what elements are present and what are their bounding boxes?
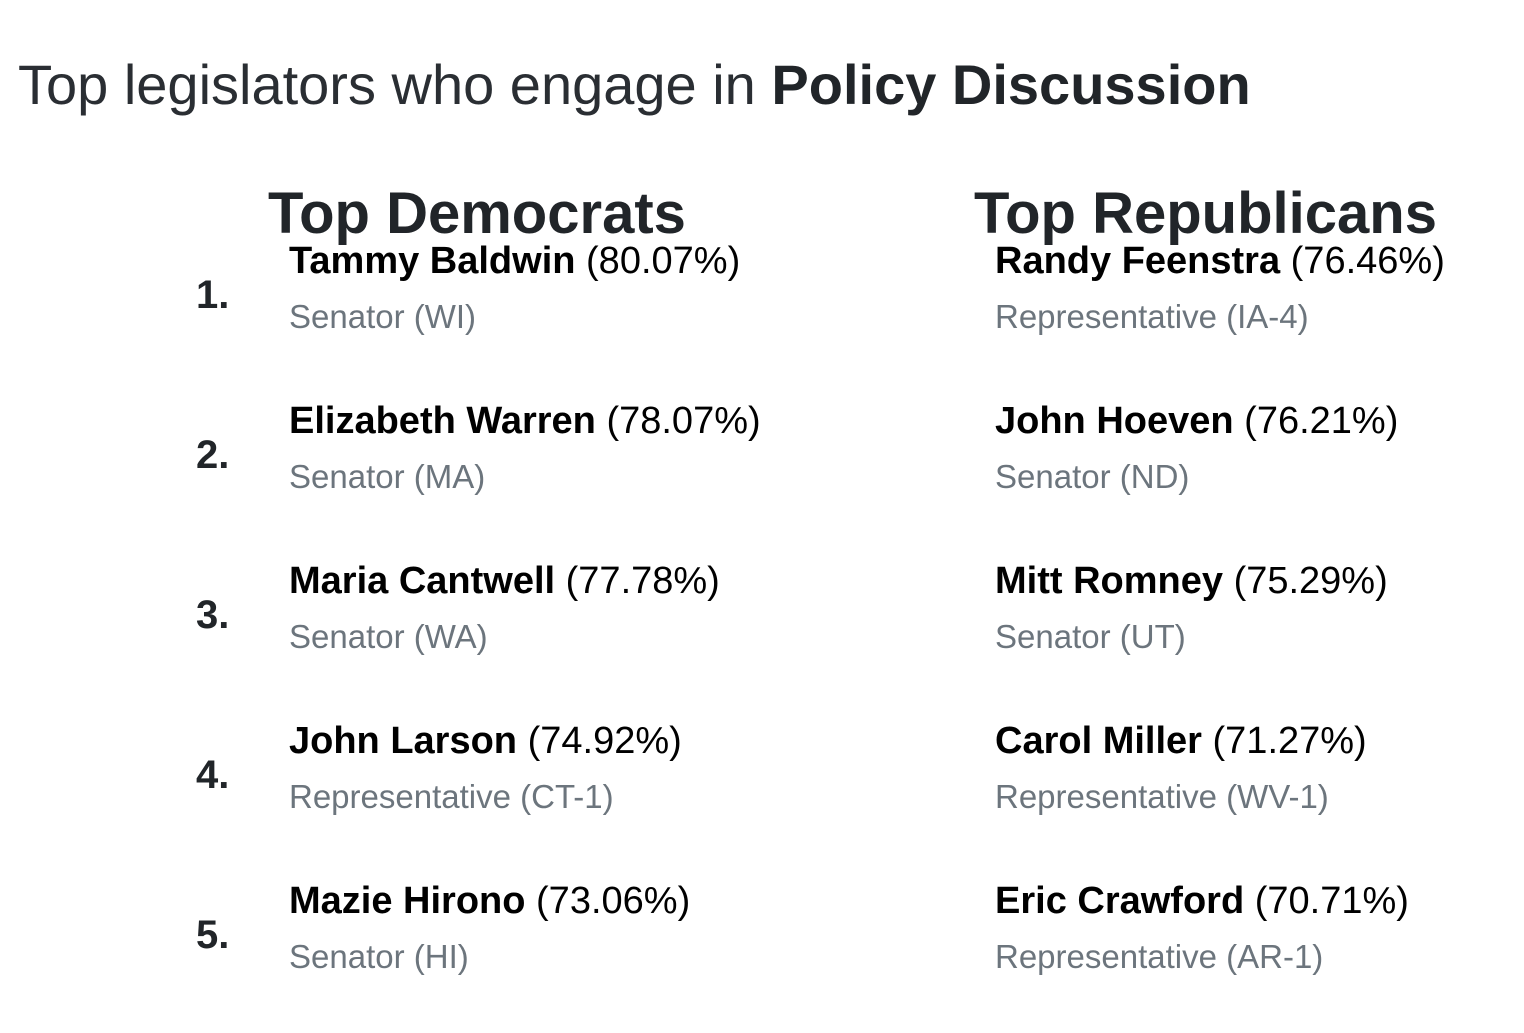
legislator-role: Senator (ND) bbox=[995, 458, 1190, 495]
legislator-name: Carol Miller bbox=[995, 720, 1202, 762]
rank-number: 5. bbox=[196, 913, 230, 957]
republican-entry: Mitt Romney (75.29%) Senator (UT) bbox=[994, 553, 1514, 713]
legislator-name-line: Eric Crawford (70.71%) bbox=[995, 873, 1409, 929]
democrat-entry: 4. John Larson (74.92%) Representative (… bbox=[190, 713, 870, 873]
legislator-name: Mitt Romney bbox=[995, 560, 1223, 602]
legislator-name-line: John Larson (74.92%) bbox=[289, 713, 682, 769]
entry-body: Randy Feenstra (76.46%) Representative (… bbox=[995, 233, 1445, 341]
legislator-role: Representative (IA-4) bbox=[995, 298, 1309, 335]
legislator-role: Representative (CT-1) bbox=[289, 778, 614, 815]
legislator-name-line: Tammy Baldwin (80.07%) bbox=[289, 233, 740, 289]
page-title: Top legislators who engage in Policy Dis… bbox=[18, 52, 1251, 118]
democrat-entry: 1. Tammy Baldwin (80.07%) Senator (WI) bbox=[190, 233, 870, 393]
rank-number: 2. bbox=[196, 433, 230, 477]
republican-entry: Carol Miller (71.27%) Representative (WV… bbox=[994, 713, 1514, 873]
page-title-prefix: Top legislators who engage in bbox=[18, 52, 756, 116]
page-title-emphasis: Policy Discussion bbox=[771, 52, 1251, 116]
legislator-name-line: Mazie Hirono (73.06%) bbox=[289, 873, 690, 929]
legislator-percent: (77.78%) bbox=[565, 560, 720, 602]
republican-entry: John Hoeven (76.21%) Senator (ND) bbox=[994, 393, 1514, 553]
entry-body: Carol Miller (71.27%) Representative (WV… bbox=[995, 713, 1367, 821]
legislator-name: Randy Feenstra bbox=[995, 240, 1281, 282]
entry-body: Mitt Romney (75.29%) Senator (UT) bbox=[995, 553, 1388, 661]
legislator-role: Representative (WV-1) bbox=[995, 778, 1329, 815]
entry-body: Elizabeth Warren (78.07%) Senator (MA) bbox=[289, 393, 761, 501]
legislator-percent: (78.07%) bbox=[606, 400, 761, 442]
legislator-name-line: Maria Cantwell (77.78%) bbox=[289, 553, 720, 609]
legislator-percent: (73.06%) bbox=[536, 880, 691, 922]
legislator-role: Senator (UT) bbox=[995, 618, 1186, 655]
legislator-role: Senator (HI) bbox=[289, 938, 469, 975]
rank-number: 1. bbox=[196, 273, 230, 317]
legislator-name: John Larson bbox=[289, 720, 518, 762]
legislator-role: Senator (WA) bbox=[289, 618, 488, 655]
legislator-name-line: Carol Miller (71.27%) bbox=[995, 713, 1367, 769]
republican-entry: Randy Feenstra (76.46%) Representative (… bbox=[994, 233, 1514, 393]
republican-entry: Eric Crawford (70.71%) Representative (A… bbox=[994, 873, 1514, 1033]
democrat-entry: 3. Maria Cantwell (77.78%) Senator (WA) bbox=[190, 553, 870, 713]
legislator-name: Maria Cantwell bbox=[289, 560, 556, 602]
entry-body: John Larson (74.92%) Representative (CT-… bbox=[289, 713, 682, 821]
legislator-percent: (80.07%) bbox=[586, 240, 741, 282]
republicans-list: Randy Feenstra (76.46%) Representative (… bbox=[994, 233, 1514, 1033]
legislator-name: John Hoeven bbox=[995, 400, 1234, 442]
legislator-role: Senator (WI) bbox=[289, 298, 477, 335]
democrat-entry: 5. Mazie Hirono (73.06%) Senator (HI) bbox=[190, 873, 870, 1033]
legislator-name-line: Randy Feenstra (76.46%) bbox=[995, 233, 1445, 289]
legislator-percent: (76.46%) bbox=[1290, 240, 1445, 282]
legislator-percent: (76.21%) bbox=[1244, 400, 1399, 442]
republicans-heading: Top Republicans bbox=[974, 181, 1437, 247]
legislator-percent: (75.29%) bbox=[1233, 560, 1388, 602]
democrats-heading: Top Democrats bbox=[268, 181, 686, 247]
legislator-percent: (74.92%) bbox=[527, 720, 682, 762]
rank-number: 4. bbox=[196, 753, 230, 797]
legislator-name-line: John Hoeven (76.21%) bbox=[995, 393, 1398, 449]
legislator-name: Tammy Baldwin bbox=[289, 240, 576, 282]
legislator-name: Elizabeth Warren bbox=[289, 400, 596, 442]
entry-body: Maria Cantwell (77.78%) Senator (WA) bbox=[289, 553, 720, 661]
entry-body: Tammy Baldwin (80.07%) Senator (WI) bbox=[289, 233, 740, 341]
legislator-name: Eric Crawford bbox=[995, 880, 1245, 922]
democrat-entry: 2. Elizabeth Warren (78.07%) Senator (MA… bbox=[190, 393, 870, 553]
democrats-list: 1. Tammy Baldwin (80.07%) Senator (WI) 2… bbox=[190, 233, 870, 1033]
legislator-role: Representative (AR-1) bbox=[995, 938, 1324, 975]
legislator-percent: (70.71%) bbox=[1254, 880, 1409, 922]
entry-body: John Hoeven (76.21%) Senator (ND) bbox=[995, 393, 1398, 501]
legislator-percent: (71.27%) bbox=[1212, 720, 1367, 762]
legislator-name-line: Elizabeth Warren (78.07%) bbox=[289, 393, 761, 449]
entry-body: Eric Crawford (70.71%) Representative (A… bbox=[995, 873, 1409, 981]
legislator-name: Mazie Hirono bbox=[289, 880, 526, 922]
entry-body: Mazie Hirono (73.06%) Senator (HI) bbox=[289, 873, 690, 981]
legislator-name-line: Mitt Romney (75.29%) bbox=[995, 553, 1388, 609]
legislator-role: Senator (MA) bbox=[289, 458, 486, 495]
rank-number: 3. bbox=[196, 593, 230, 637]
